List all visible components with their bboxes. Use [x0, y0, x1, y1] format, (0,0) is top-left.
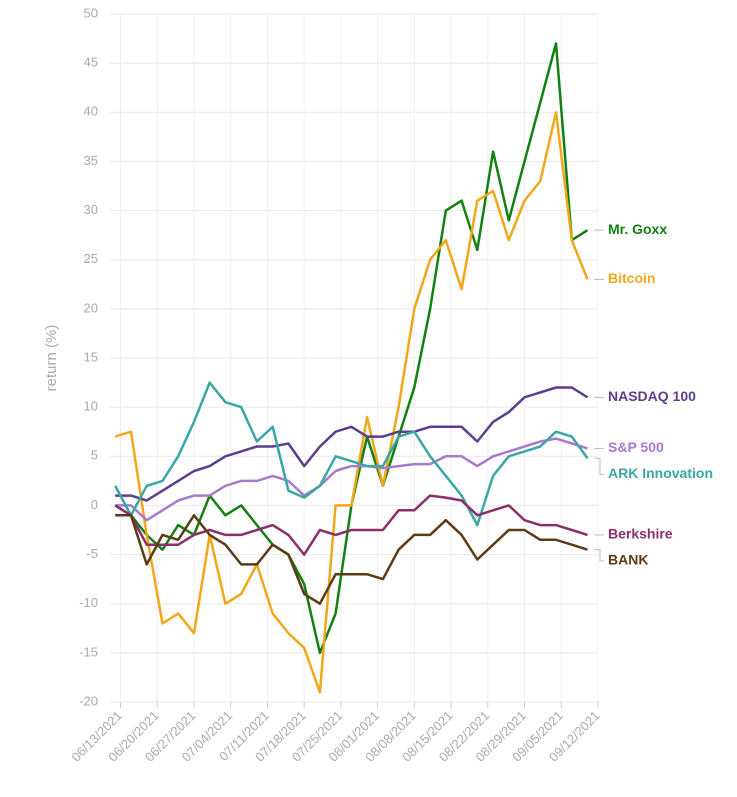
y-tick-label: 30 — [84, 202, 98, 217]
series-line — [115, 437, 588, 522]
label-leader — [594, 457, 604, 475]
y-tick-label: -15 — [79, 644, 98, 659]
y-tick-label: 45 — [84, 55, 98, 70]
series-label: S&P 500 — [608, 439, 664, 455]
y-tick-label: 0 — [91, 497, 98, 512]
series-label: Berkshire — [608, 526, 673, 542]
y-tick-label: 20 — [84, 300, 98, 315]
y-tick-label: -20 — [79, 693, 98, 708]
y-tick-label: 50 — [84, 5, 98, 20]
y-axis-label: return (%) — [43, 325, 60, 392]
y-tick-label: 5 — [91, 448, 98, 463]
series-label: BANK — [608, 552, 648, 568]
y-tick-label: 10 — [84, 399, 98, 414]
label-leader — [594, 549, 604, 562]
y-tick-label: 40 — [84, 104, 98, 119]
y-tick-label: 35 — [84, 153, 98, 168]
y-tick-label: -10 — [79, 595, 98, 610]
series-label: Mr. Goxx — [608, 221, 667, 237]
y-tick-label: 25 — [84, 251, 98, 266]
y-tick-label: 15 — [84, 349, 98, 364]
y-tick-label: -5 — [86, 546, 98, 561]
series-label: ARK Innovation — [608, 465, 713, 481]
series-label: NASDAQ 100 — [608, 388, 696, 404]
series-line — [115, 514, 588, 605]
series-line — [114, 42, 589, 655]
series-line — [114, 494, 588, 556]
series-line — [114, 111, 589, 694]
series-line — [114, 381, 589, 527]
series-label: Bitcoin — [608, 270, 655, 286]
series-line — [115, 386, 589, 502]
